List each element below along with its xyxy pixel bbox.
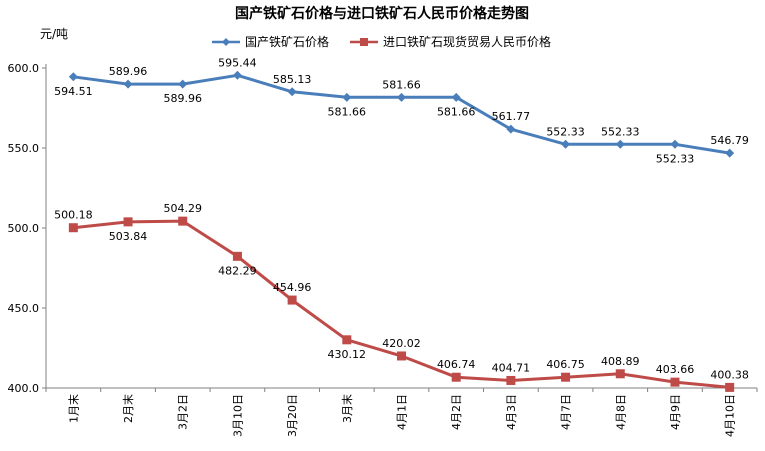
legend: 国产铁矿石价格 进口铁矿石现货贸易人民币价格: [212, 34, 551, 49]
series-1: 594.51 589.96 589.96 595.44 585.13 581.66 581.…: [54, 56, 749, 165]
x-tick-label: 3月10日: [231, 394, 244, 437]
legend-item-2: 进口铁矿石现货贸易人民币价格: [350, 34, 551, 49]
y-axis-unit-label: 元/吨: [40, 27, 68, 41]
data-point: [670, 377, 680, 387]
data-point: [287, 87, 297, 97]
data-label: 561.77: [492, 110, 531, 123]
data-point: [725, 382, 735, 392]
data-label: 581.66: [382, 78, 421, 91]
series-layer: 594.51 589.96 589.96 595.44 585.13 581.66 581.…: [54, 56, 749, 392]
data-point: [178, 216, 188, 226]
data-point: [615, 139, 625, 149]
legend-marker: [360, 38, 368, 46]
data-point: [232, 251, 242, 261]
data-label: 594.51: [54, 85, 93, 98]
y-tick-label: 400.0: [8, 382, 40, 395]
data-label: 408.89: [601, 355, 640, 368]
data-point: [670, 139, 680, 149]
data-label: 585.13: [273, 73, 312, 86]
y-tick-label: 600.0: [8, 62, 40, 75]
data-label: 430.12: [328, 348, 367, 361]
x-tick-label: 4月1日: [396, 394, 409, 430]
data-label: 420.02: [382, 337, 421, 350]
y-tick-label: 500.0: [8, 222, 40, 235]
data-point: [342, 335, 352, 345]
data-point: [178, 79, 188, 89]
data-point: [506, 375, 516, 385]
chart-title: 国产铁矿石价格与进口铁矿石人民币价格走势图: [235, 5, 529, 22]
data-point: [725, 148, 735, 158]
data-label: 581.66: [328, 105, 367, 118]
data-point: [123, 79, 133, 89]
legend-item-1: 国产铁矿石价格: [212, 34, 329, 49]
data-point: [68, 72, 78, 82]
data-label: 400.38: [710, 368, 749, 381]
data-point: [561, 139, 571, 149]
y-tick-label: 550.0: [8, 142, 40, 155]
data-point: [342, 92, 352, 102]
data-point: [615, 369, 625, 379]
data-point: [561, 372, 571, 382]
x-tick-label: 4月3日: [505, 394, 518, 430]
data-label: 403.66: [656, 363, 695, 376]
x-tick-label: 3月末: [340, 394, 354, 423]
x-tick-label: 4月10日: [724, 394, 737, 437]
y-tick-label: 450.0: [8, 302, 40, 315]
data-label: 552.33: [546, 125, 585, 138]
legend-marker: [222, 38, 230, 46]
data-point: [68, 223, 78, 233]
data-point: [506, 124, 516, 134]
data-label: 595.44: [218, 56, 257, 69]
data-label: 503.84: [109, 230, 148, 243]
data-label: 589.96: [163, 92, 202, 105]
x-tick-label: 4月9日: [669, 394, 682, 430]
data-label: 552.33: [656, 152, 695, 165]
data-label: 500.18: [54, 209, 93, 222]
data-label: 581.66: [437, 105, 476, 118]
data-label: 504.29: [163, 202, 202, 215]
data-label: 404.71: [492, 361, 531, 374]
data-label: 589.96: [109, 65, 148, 78]
data-point: [123, 217, 133, 227]
x-tick-label: 4月7日: [560, 394, 573, 430]
x-tick-label: 4月8日: [614, 394, 627, 430]
data-point: [451, 92, 461, 102]
axes: 400.0 450.0 500.0 550.0 600.0 1月末 2月末 3月2日 3月10日…: [8, 62, 758, 437]
x-tick-label: 3月20日: [286, 394, 299, 437]
legend-label: 国产铁矿石价格: [245, 34, 329, 49]
x-tick-label: 1月末: [66, 394, 80, 423]
data-label: 482.29: [218, 264, 257, 277]
data-label: 406.75: [546, 358, 585, 371]
data-point: [397, 92, 406, 102]
x-tick-label: 2月末: [121, 394, 135, 423]
data-point: [451, 372, 461, 382]
data-label: 546.79: [710, 134, 749, 147]
data-point: [232, 70, 242, 80]
data-label: 454.96: [273, 281, 312, 294]
legend-label: 进口铁矿石现货贸易人民币价格: [383, 34, 551, 49]
data-point: [397, 351, 406, 361]
x-tick-label: 4月2日: [450, 394, 463, 430]
data-label: 406.74: [437, 358, 476, 371]
data-point: [287, 295, 297, 305]
data-label: 552.33: [601, 125, 640, 138]
series-2: 500.18 503.84 504.29 482.29 454.96 430.12 420.…: [54, 202, 749, 392]
x-tick-label: 3月2日: [177, 394, 190, 430]
